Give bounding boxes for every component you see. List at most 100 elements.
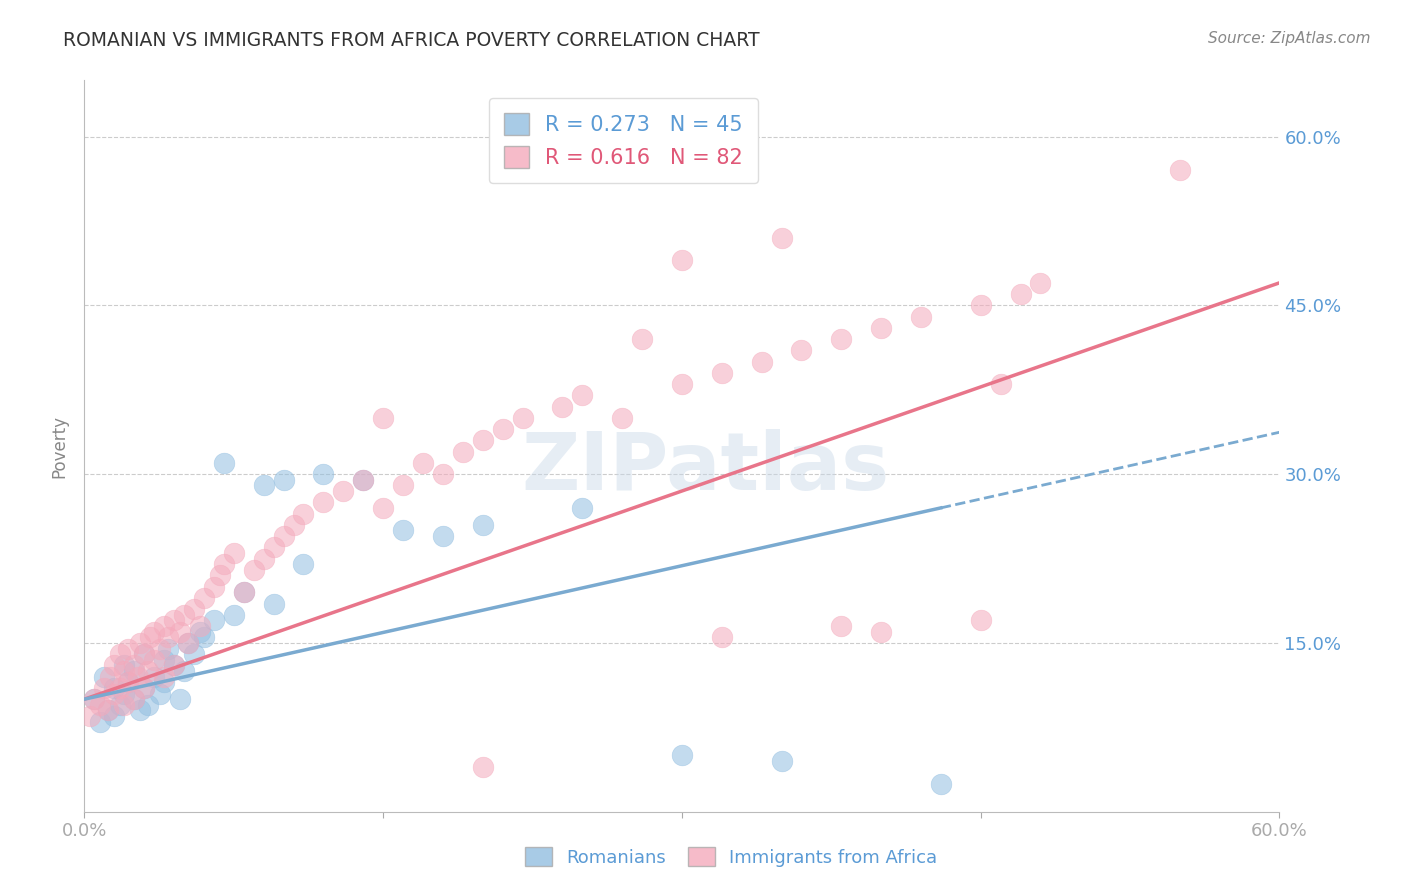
Point (122, 658, 145, 673)
Point (432, 467, 454, 482)
Point (222, 607, 245, 622)
Point (83, 692, 105, 706)
Point (103, 658, 125, 673)
Point (870, 321, 893, 335)
Point (117, 675, 139, 690)
Point (143, 670, 166, 684)
Point (212, 456, 235, 470)
Point (512, 410, 534, 425)
Point (242, 563, 264, 577)
Point (571, 388, 593, 402)
Point (173, 664, 195, 678)
Point (710, 630, 733, 644)
Point (153, 675, 176, 690)
Point (631, 332, 654, 346)
Point (143, 653, 166, 667)
Point (770, 231, 793, 245)
Point (208, 568, 231, 582)
Point (332, 483, 354, 498)
Point (870, 624, 893, 639)
Point (283, 517, 305, 532)
Point (132, 647, 156, 661)
Point (97, 703, 120, 717)
Point (188, 624, 211, 639)
Point (202, 580, 225, 594)
Point (136, 664, 159, 678)
Point (169, 692, 191, 706)
Point (177, 636, 200, 650)
Point (157, 641, 180, 656)
Point (112, 658, 135, 673)
Point (127, 670, 149, 684)
Point (122, 692, 145, 706)
Point (93, 681, 115, 695)
Point (451, 444, 474, 458)
Point (163, 658, 186, 673)
Point (79, 709, 101, 723)
Point (222, 546, 245, 560)
Point (89, 714, 111, 729)
Point (112, 698, 135, 712)
Legend: R = 0.273   N = 45, R = 0.616   N = 82: R = 0.273 N = 45, R = 0.616 N = 82 (489, 98, 758, 183)
Point (136, 698, 159, 712)
Point (188, 619, 211, 633)
Point (212, 557, 235, 571)
Point (173, 607, 195, 622)
Point (129, 703, 152, 717)
Point (139, 630, 162, 644)
Point (990, 377, 1012, 392)
Point (183, 602, 205, 616)
Point (177, 636, 200, 650)
Point (710, 366, 733, 380)
Point (132, 681, 156, 695)
Point (751, 354, 773, 368)
Point (392, 524, 415, 538)
Point (263, 541, 285, 555)
Point (352, 473, 374, 487)
Point (110, 681, 132, 695)
Point (263, 597, 285, 611)
Point (492, 422, 515, 436)
Point (253, 478, 276, 492)
Point (373, 410, 395, 425)
Point (112, 664, 135, 678)
Point (117, 675, 139, 690)
Point (910, 310, 932, 324)
Point (352, 473, 374, 487)
Point (202, 614, 225, 628)
Point (273, 473, 295, 487)
Point (129, 636, 152, 650)
Point (117, 641, 139, 656)
Point (163, 658, 186, 673)
Point (163, 614, 186, 628)
Point (790, 343, 813, 358)
Point (153, 670, 176, 684)
Point (83, 692, 105, 706)
Point (169, 624, 191, 639)
Point (122, 692, 145, 706)
Point (253, 551, 276, 566)
Point (143, 624, 166, 639)
Point (970, 614, 993, 628)
Point (671, 748, 693, 763)
Text: ZIPatlas: ZIPatlas (522, 429, 890, 507)
Point (292, 507, 315, 521)
Point (103, 687, 125, 701)
Point (273, 529, 295, 543)
Point (232, 585, 254, 599)
Point (132, 647, 156, 661)
Point (671, 377, 693, 392)
Point (98, 670, 121, 684)
Point (193, 591, 215, 605)
Point (103, 681, 125, 695)
Point (153, 653, 176, 667)
Point (110, 698, 132, 712)
Point (89, 698, 111, 712)
Point (193, 630, 215, 644)
Point (153, 619, 176, 633)
Point (970, 298, 993, 312)
Point (110, 647, 132, 661)
Legend: Romanians, Immigrants from Africa: Romanians, Immigrants from Africa (517, 840, 945, 874)
Point (312, 467, 335, 482)
Point (157, 630, 180, 644)
